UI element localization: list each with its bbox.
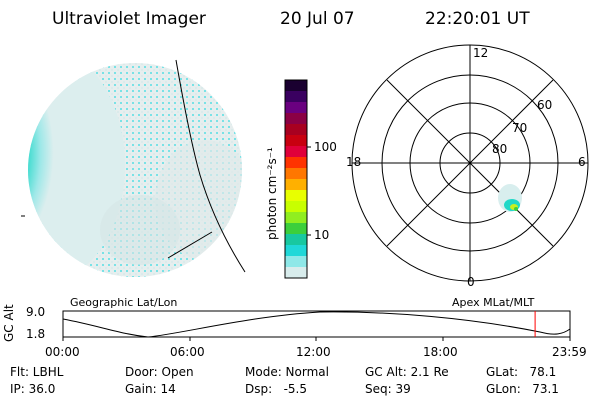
- colorbar-cell: [285, 135, 307, 147]
- terminator-line: [175, 59, 246, 273]
- altitude-curve: [62, 311, 571, 338]
- mlat-label-60: 60: [537, 98, 553, 112]
- polar-plot: [351, 44, 589, 282]
- gain-status: Gain: 14: [125, 382, 176, 396]
- colorbar-cell: [285, 179, 307, 191]
- colorbar-cell: [285, 245, 307, 257]
- date-label: 20 Jul 07: [280, 9, 355, 29]
- glat-status: GLat: 78.1: [486, 365, 557, 379]
- time-tick-0000: 00:00: [45, 345, 80, 359]
- colorbar-unit-label: photon cm⁻²s⁻¹: [265, 147, 279, 240]
- door-status: Door: Open: [125, 365, 194, 379]
- gc-alt-tick-9: 9.0: [26, 305, 46, 319]
- geographic-label: Geographic Lat/Lon: [70, 296, 178, 309]
- time-tick-2359: 23:59: [552, 345, 587, 359]
- time-tick-1800: 18:00: [423, 345, 458, 359]
- mlat-label-70: 70: [512, 121, 528, 135]
- colorbar-cell: [285, 91, 307, 103]
- colorbar-cell: [285, 80, 307, 92]
- seq-status: Seq: 39: [365, 382, 411, 396]
- colorbar-tick-100: 100: [314, 140, 337, 154]
- colorbar-cell: [285, 190, 307, 202]
- altitude-timeline: [62, 310, 571, 341]
- colorbar-cell: [285, 146, 307, 158]
- colorbar-cell: [285, 157, 307, 169]
- colorbar-cell: [285, 234, 307, 246]
- colorbar-cell: [285, 256, 307, 268]
- mode-status: Mode: Normal: [245, 365, 329, 379]
- app-title: Ultraviolet Imager: [52, 9, 206, 29]
- mlat-label-80: 80: [492, 142, 508, 156]
- mlt-label-18: 18: [346, 155, 362, 169]
- time-tick-1200: 12:00: [296, 345, 331, 359]
- colorbar-cell: [285, 212, 307, 224]
- colorbar-cell: [285, 223, 307, 235]
- colorbar-cell: [285, 113, 307, 125]
- filter-status: Flt: LBHL: [10, 365, 64, 379]
- colorbar-tick-10: 10: [314, 228, 330, 242]
- colorbar-cell: [285, 102, 307, 114]
- earth-image: [21, 59, 246, 277]
- colorbar-cell: [285, 201, 307, 213]
- gc-alt-tick-1-8: 1.8: [26, 327, 46, 341]
- gc-alt-axis-title: GC Alt: [2, 304, 16, 342]
- time-tick-0600: 06:00: [170, 345, 205, 359]
- mlt-label-6: 6: [578, 155, 586, 169]
- mlt-label-0: 0: [467, 275, 475, 289]
- time-label: 22:20:01 UT: [425, 9, 530, 29]
- ip-status: IP: 36.0: [10, 382, 56, 396]
- mlt-label-12: 12: [473, 46, 489, 60]
- colorbar-cell: [285, 267, 307, 279]
- colorbar: [284, 79, 311, 279]
- gc-alt-status: GC Alt: 2.1 Re: [365, 365, 449, 379]
- grid-line: [167, 231, 213, 259]
- colorbar-cell: [285, 124, 307, 136]
- glon-status: GLon: 73.1: [486, 382, 559, 396]
- dsp-status: Dsp: -5.5: [245, 382, 308, 396]
- colorbar-cell: [285, 168, 307, 180]
- apex-label: Apex MLat/MLT: [452, 296, 535, 309]
